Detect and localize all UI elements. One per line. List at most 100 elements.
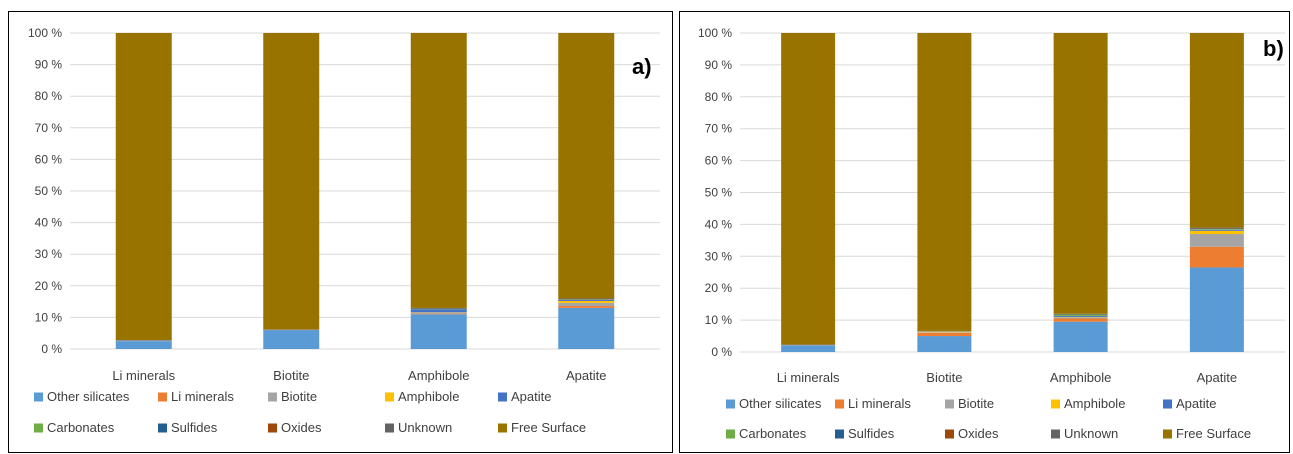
y-tick-label: 20 % (705, 281, 733, 295)
y-tick-label: 100 % (28, 26, 62, 40)
bar-segment (917, 332, 972, 337)
legend-label: Apatite (511, 389, 551, 404)
y-tick-label: 30 % (35, 247, 63, 261)
y-tick-label: 10 % (35, 310, 63, 324)
bar-segment (1053, 33, 1108, 314)
bar-segment (1053, 313, 1108, 315)
bar-segment (115, 341, 172, 349)
legend-label: Free Surface (1176, 426, 1251, 441)
legend-swatch (835, 429, 844, 439)
y-tick-label: 30 % (705, 249, 733, 263)
bar-segment (917, 33, 972, 331)
x-tick-label: Biotite (273, 368, 309, 383)
bar-segment (1053, 318, 1108, 322)
bar-segment (917, 331, 972, 333)
bar-segment (1053, 314, 1108, 316)
panel-b-label: b) (1263, 36, 1284, 61)
y-tick-label: 40 % (705, 217, 733, 231)
legend-label: Apatite (1176, 396, 1216, 411)
bar-segment (1189, 229, 1244, 231)
bar-segment (558, 300, 615, 303)
x-tick-label: Biotite (926, 370, 962, 385)
bar-segment (410, 307, 467, 309)
legend-label: Amphibole (1064, 396, 1125, 411)
legend-swatch (385, 423, 394, 433)
y-tick-label: 0 % (41, 342, 62, 356)
bar-segment (1189, 227, 1244, 229)
legend-swatch (268, 423, 277, 433)
legend-label: Sulfides (171, 420, 218, 435)
legend-swatch (385, 392, 394, 402)
legend-swatch (1163, 399, 1172, 409)
bar-segment (558, 302, 615, 307)
y-tick-label: 90 % (705, 58, 733, 72)
legend-swatch (835, 399, 844, 409)
legend-label: Biotite (958, 396, 994, 411)
bar-segment (1053, 317, 1108, 319)
y-tick-label: 0 % (711, 345, 732, 359)
legend-swatch (1163, 429, 1172, 439)
legend-swatch (945, 399, 954, 409)
panel-a-bars (115, 33, 615, 349)
legend-label: Oxides (958, 426, 999, 441)
legend-label: Other silicates (739, 396, 822, 411)
x-tick-label: Amphibole (408, 368, 469, 383)
x-tick-label: Li minerals (112, 368, 175, 383)
y-tick-label: 60 % (35, 152, 63, 166)
legend-label: Li minerals (848, 396, 911, 411)
bar-segment (558, 298, 615, 300)
legend-label: Carbonates (47, 420, 115, 435)
panel-a-yticks: 0 % 10 % 20 % 30 % 40 % 50 % 60 % 70 % 80 % 90 % 1… (28, 26, 62, 356)
legend-swatch (945, 429, 954, 439)
panel-b-legend: Other silicates Li minerals Biotite Amphibo… (726, 396, 1251, 441)
legend-label: Other silicates (47, 389, 130, 404)
x-tick-label: Apatite (566, 368, 606, 383)
bar-segment (1189, 246, 1244, 268)
bar-segment (1189, 233, 1244, 247)
legend-swatch (1051, 399, 1060, 409)
bar-segment (410, 314, 467, 349)
panel-b-yticks: 0 % 10 % 20 % 30 % 40 % 50 % 60 % 70 % 80 % 90 % 1… (698, 26, 732, 359)
legend-swatch (158, 392, 167, 402)
bar-segment (1189, 230, 1244, 234)
y-tick-label: 10 % (705, 313, 733, 327)
bar-segment (558, 306, 615, 308)
y-tick-label: 80 % (35, 89, 63, 103)
y-tick-label: 20 % (35, 279, 63, 293)
bar-segment (263, 330, 320, 349)
panel-b-bars (781, 33, 1244, 352)
bar-segment (1053, 321, 1108, 352)
legend-swatch (34, 392, 43, 402)
panel-b-xticks: Li minerals Biotite Amphibole Apatite (777, 370, 1237, 385)
bar-segment (1189, 229, 1244, 230)
bar-segment (263, 33, 320, 330)
y-tick-label: 50 % (705, 186, 733, 200)
bar-segment (1053, 315, 1108, 317)
bar-segment (781, 33, 836, 345)
legend-swatch (726, 399, 735, 409)
bar-segment (1189, 267, 1244, 352)
y-tick-label: 90 % (35, 58, 63, 72)
legend-swatch (726, 429, 735, 439)
bar-segment (558, 299, 615, 301)
bar-segment (558, 33, 615, 299)
bar-segment (558, 307, 615, 349)
y-tick-label: 50 % (35, 184, 63, 198)
legend-label: Amphibole (398, 389, 459, 404)
legend-swatch (34, 423, 43, 433)
legend-swatch (498, 392, 507, 402)
legend-label: Oxides (281, 420, 322, 435)
panel-a-xticks: Li minerals Biotite Amphibole Apatite (112, 368, 606, 383)
legend-label: Free Surface (511, 420, 586, 435)
legend-swatch (268, 392, 277, 402)
chart-panel-a: 0 % 10 % 20 % 30 % 40 % 50 % 60 % 70 % 80 % 90 % 1… (8, 11, 673, 453)
bar-segment (1189, 33, 1244, 228)
legend-label: Li minerals (171, 389, 234, 404)
bar-segment (917, 336, 972, 352)
y-tick-label: 60 % (705, 154, 733, 168)
y-tick-label: 40 % (35, 216, 63, 230)
y-tick-label: 100 % (698, 26, 732, 40)
bar-segment (917, 332, 972, 333)
legend-swatch (498, 423, 507, 433)
panel-a-legend: Other silicates Li minerals Biotite Amphibo… (34, 389, 586, 435)
